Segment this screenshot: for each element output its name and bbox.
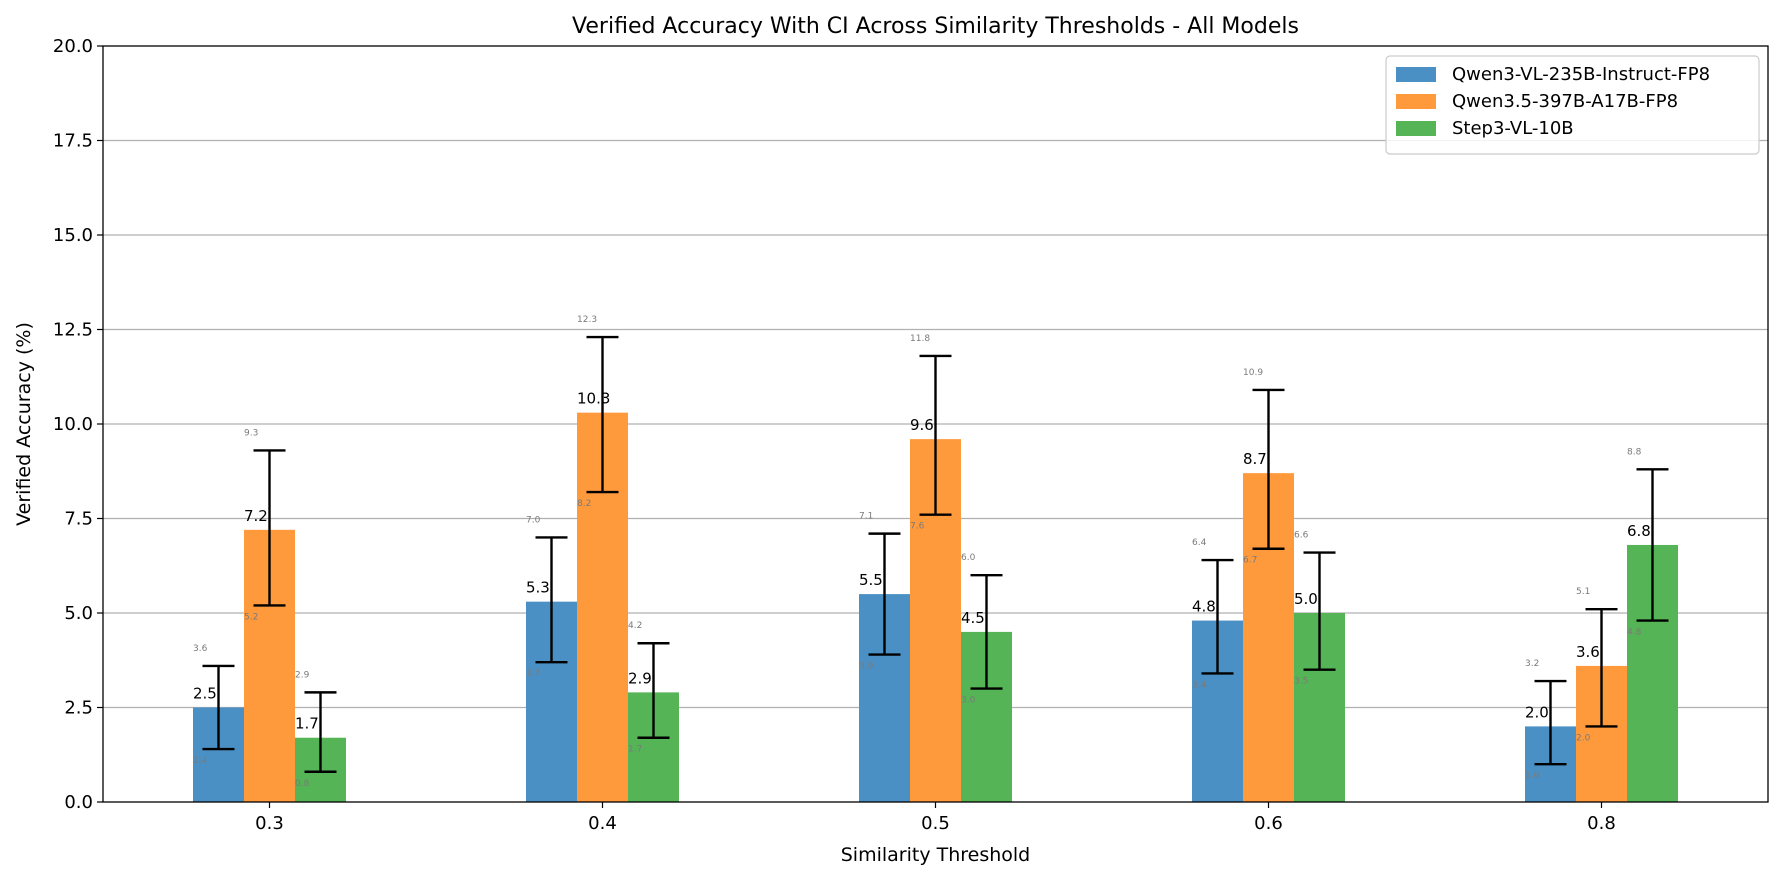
y-tick-label: 5.0: [64, 603, 93, 624]
ci-upper-label: 3.6: [193, 644, 208, 654]
ci-upper-label: 6.6: [1294, 531, 1309, 541]
data-label: 4.5: [961, 609, 985, 627]
x-tick-label: 0.6: [1254, 813, 1283, 834]
data-label: 6.8: [1627, 522, 1651, 540]
ci-upper-label: 11.8: [910, 334, 930, 344]
legend-box: [1385, 55, 1760, 155]
ci-upper-label: 9.3: [244, 428, 258, 438]
y-tick-label: 17.5: [53, 131, 93, 152]
data-label: 2.9: [628, 669, 652, 687]
ci-upper-label: 3.2: [1525, 659, 1539, 669]
ci-lower-label: 5.2: [244, 612, 258, 622]
error-bars-layer: [202, 335, 1669, 773]
ci-lower-label: 1.7: [628, 745, 642, 755]
ci-lower-label: 7.6: [910, 522, 925, 532]
ci-upper-label: 7.1: [859, 512, 873, 522]
data-label: 1.7: [295, 715, 319, 733]
ci-upper-label: 10.9: [1243, 368, 1263, 378]
data-label: 4.8: [1192, 598, 1216, 616]
legend-swatch: [1396, 94, 1436, 109]
x-tick-label: 0.4: [588, 813, 617, 834]
y-tick-label: 10.0: [53, 414, 93, 435]
y-tick-label: 20.0: [53, 36, 93, 57]
data-label: 5.0: [1294, 590, 1318, 608]
y-axis-ticks: 0.0 2.5 5.0 7.5 10.0 12.5 15.0 17.5 20.0: [53, 36, 103, 813]
data-label: 2.5: [193, 685, 217, 703]
ci-upper-label: 2.9: [295, 670, 310, 680]
ci-lower-label: 1.0: [1525, 771, 1540, 781]
ci-lower-label: 4.8: [1627, 628, 1642, 638]
data-label: 5.5: [859, 571, 883, 589]
x-axis-title: Similarity Threshold: [841, 844, 1031, 866]
y-tick-label: 7.5: [64, 509, 93, 530]
ci-lower-label: 3.0: [961, 696, 976, 706]
ci-lower-label: 3.4: [1192, 680, 1207, 690]
y-axis-title: Verified Accuracy (%): [13, 322, 35, 526]
legend-swatch: [1396, 121, 1436, 136]
ci-lower-label: 3.7: [526, 669, 540, 679]
data-label: 10.3: [577, 390, 610, 408]
legend-entry: Qwen3.5-397B-A17B-FP8: [1452, 91, 1678, 112]
x-tick-label: 0.3: [255, 813, 284, 834]
chart-title: Verified Accuracy With CI Across Similar…: [572, 14, 1299, 39]
x-axis-ticks: 0.3 0.4 0.5 0.6 0.8: [255, 802, 1616, 834]
y-tick-label: 12.5: [53, 320, 93, 341]
ci-upper-label: 12.3: [577, 315, 597, 325]
ci-upper-label: 6.4: [1192, 538, 1207, 548]
ci-upper-label: 5.1: [1576, 587, 1590, 597]
ci-lower-label: 3.5: [1294, 677, 1308, 687]
y-tick-label: 2.5: [64, 698, 93, 719]
ci-upper-label: 4.2: [628, 621, 642, 631]
ci-lower-label: 3.9: [859, 662, 874, 672]
data-label: 5.3: [526, 579, 550, 597]
ci-lower-label: 0.8: [295, 779, 310, 789]
legend-entry: Qwen3-VL-235B-Instruct-FP8: [1452, 64, 1710, 85]
data-labels-layer: 2.5 3.6 1.4 5.3 7.0 3.7 5.5 7.1 3.9 4.8 6.4 3.4 2.0 3…: [193, 315, 1651, 789]
data-label: 2.0: [1525, 703, 1549, 721]
data-label: 9.6: [910, 416, 934, 434]
legend-swatch: [1396, 67, 1436, 82]
ci-upper-label: 8.8: [1627, 447, 1642, 457]
legend: Qwen3-VL-235B-Instruct-FP8 Qwen3.5-397B-A…: [1385, 55, 1760, 155]
ci-lower-label: 1.4: [193, 756, 208, 766]
ci-lower-label: 8.2: [577, 499, 591, 509]
x-tick-label: 0.5: [921, 813, 950, 834]
ci-lower-label: 2.0: [1576, 733, 1591, 743]
y-tick-label: 0.0: [64, 792, 93, 813]
x-tick-label: 0.8: [1587, 813, 1616, 834]
ci-upper-label: 7.0: [526, 515, 541, 525]
data-label: 3.6: [1576, 643, 1600, 661]
ci-lower-label: 6.7: [1243, 556, 1257, 566]
legend-entry: Step3-VL-10B: [1452, 118, 1574, 139]
ci-upper-label: 6.0: [961, 553, 976, 563]
data-label: 8.7: [1243, 450, 1267, 468]
data-label: 7.2: [244, 507, 268, 525]
y-tick-label: 15.0: [53, 225, 93, 246]
